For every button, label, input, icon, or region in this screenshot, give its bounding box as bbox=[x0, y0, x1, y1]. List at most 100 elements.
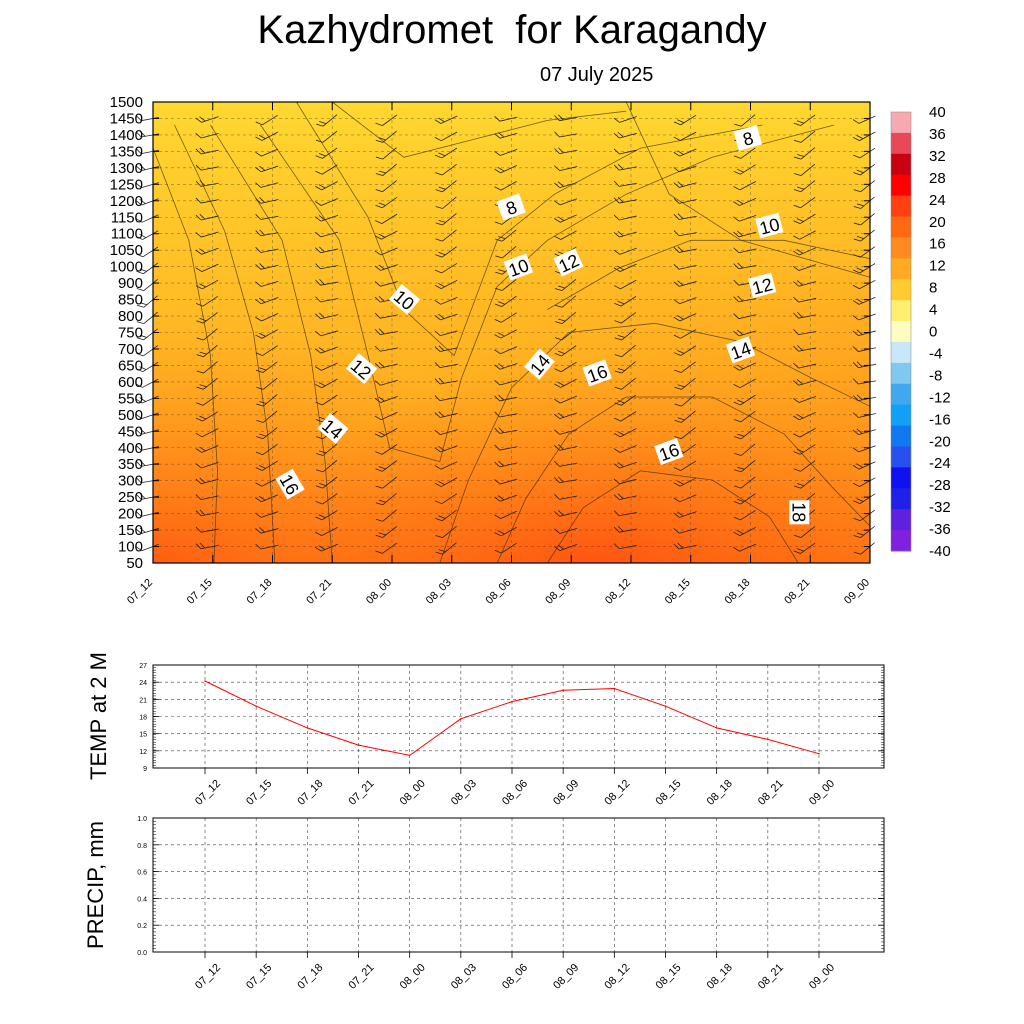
wind-barb bbox=[316, 114, 338, 127]
wind-barb bbox=[135, 230, 159, 240]
wind-barb bbox=[852, 477, 876, 487]
temp-ytick-label: 21 bbox=[139, 697, 147, 704]
colorbar: 4036322824201612840-4-8-12-16-20-24-28-3… bbox=[890, 104, 951, 560]
wind-barb bbox=[734, 460, 756, 473]
wind-barb bbox=[255, 263, 279, 270]
wind-barb bbox=[195, 147, 219, 155]
colorbar-label: -4 bbox=[929, 345, 942, 362]
wind-barb bbox=[554, 279, 577, 292]
heatmap-ytick-label: 750 bbox=[118, 325, 143, 342]
precip-xtick-label: 08_21 bbox=[756, 962, 786, 992]
wind-barb bbox=[793, 247, 816, 256]
colorbar-swatch bbox=[891, 530, 911, 552]
wind-barb bbox=[374, 361, 398, 369]
wind-barb bbox=[613, 461, 637, 469]
colorbar-swatch bbox=[891, 467, 911, 489]
wind-barb bbox=[614, 411, 637, 422]
wind-barb bbox=[793, 411, 816, 421]
colorbar-swatch bbox=[891, 362, 911, 385]
wind-barb bbox=[613, 230, 637, 238]
wind-barb bbox=[375, 526, 397, 538]
precip-xtick-label: 08_18 bbox=[705, 962, 735, 992]
temp-ytick-label: 12 bbox=[139, 749, 147, 756]
temperature-contour bbox=[332, 101, 627, 158]
wind-barb bbox=[853, 509, 876, 522]
wind-barb bbox=[195, 180, 219, 187]
wind-barb bbox=[674, 427, 696, 440]
wind-barb bbox=[852, 279, 876, 290]
wind-barb bbox=[195, 295, 219, 307]
wind-barb bbox=[494, 379, 518, 386]
temp-ytick-label: 15 bbox=[139, 732, 147, 739]
wind-barb bbox=[434, 377, 458, 385]
wind-barb bbox=[733, 198, 757, 206]
wind-barb bbox=[734, 443, 756, 456]
wind-barb bbox=[494, 427, 518, 434]
wind-barb bbox=[793, 196, 816, 209]
colorbar-label: 28 bbox=[929, 170, 946, 187]
heatmap-ytick-label: 50 bbox=[126, 555, 143, 572]
temp-xtick-label: 08_15 bbox=[654, 778, 684, 808]
wind-barb bbox=[255, 281, 279, 287]
wind-barb bbox=[794, 163, 816, 176]
wind-barb bbox=[435, 229, 457, 242]
colorbar-label: 32 bbox=[929, 148, 946, 165]
wind-barb bbox=[494, 411, 518, 418]
wind-barb bbox=[135, 445, 159, 451]
colorbar-label: -12 bbox=[929, 389, 951, 406]
wind-barb bbox=[374, 411, 398, 421]
wind-barb bbox=[792, 264, 817, 271]
wind-barb bbox=[554, 395, 577, 404]
wind-barb bbox=[435, 180, 457, 193]
wind-barb bbox=[315, 246, 339, 254]
heatmap-xtick-label: 08_03 bbox=[424, 577, 454, 607]
wind-barb bbox=[853, 263, 876, 274]
wind-barb bbox=[196, 344, 218, 358]
temp-xtick-label: 08_09 bbox=[551, 778, 581, 808]
wind-barb bbox=[434, 147, 458, 159]
wind-barb bbox=[494, 346, 518, 355]
temp-ytick-label: 9 bbox=[143, 766, 147, 773]
wind-barb bbox=[494, 329, 518, 339]
wind-barb bbox=[136, 246, 159, 258]
wind-barb bbox=[374, 328, 398, 335]
heatmap-xtick-label: 08_12 bbox=[603, 577, 633, 607]
wind-barb bbox=[195, 428, 219, 438]
heatmap-ytick-label: 1300 bbox=[110, 160, 143, 177]
wind-barb bbox=[196, 312, 218, 324]
contour-label: 10 bbox=[755, 212, 784, 239]
wind-barb bbox=[315, 147, 338, 159]
wind-barb bbox=[255, 131, 279, 141]
wind-barb bbox=[494, 363, 518, 370]
colorbar-swatch bbox=[891, 258, 911, 280]
wind-barb bbox=[434, 477, 458, 487]
wind-barb bbox=[314, 346, 339, 354]
wind-barb bbox=[852, 296, 876, 305]
wind-barb bbox=[135, 115, 159, 122]
temp-data-point bbox=[664, 705, 667, 707]
wind-barb bbox=[135, 493, 159, 500]
temperature-contour bbox=[547, 239, 871, 310]
wind-barb bbox=[673, 280, 697, 287]
temp-data-point bbox=[204, 680, 206, 682]
precip-ytick-label: 0.6 bbox=[137, 870, 147, 877]
wind-barb bbox=[852, 445, 876, 453]
colorbar-swatch bbox=[891, 153, 911, 176]
wind-barb bbox=[673, 114, 697, 126]
wind-barb bbox=[315, 312, 339, 320]
wind-barb bbox=[613, 116, 637, 123]
wind-barb bbox=[255, 460, 278, 471]
wind-barb bbox=[853, 526, 875, 539]
wind-barb bbox=[614, 295, 637, 307]
wind-barb bbox=[733, 410, 756, 423]
wind-barb bbox=[793, 213, 816, 225]
colorbar-frame bbox=[890, 111, 912, 552]
wind-barb bbox=[375, 476, 397, 489]
wind-barb bbox=[136, 262, 159, 275]
wind-barb bbox=[135, 544, 159, 552]
wind-barb bbox=[315, 493, 338, 505]
wind-barb bbox=[673, 230, 697, 237]
wind-barb bbox=[614, 394, 637, 406]
colorbar-label: -28 bbox=[929, 477, 951, 494]
wind-barb bbox=[195, 213, 219, 221]
